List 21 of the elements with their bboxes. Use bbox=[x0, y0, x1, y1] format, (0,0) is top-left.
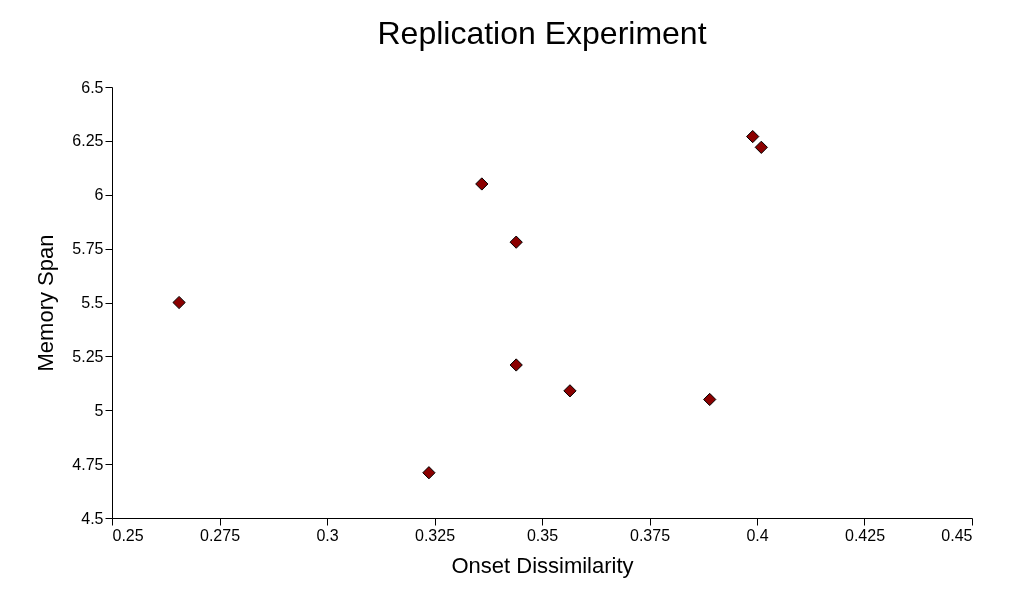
y-tick-label: 6.25 bbox=[72, 132, 104, 150]
y-tick-label: 5.75 bbox=[72, 240, 104, 258]
x-axis-title: Onset Dissimilarity bbox=[451, 552, 634, 578]
chart-title: Replication Experiment bbox=[377, 15, 707, 51]
x-tick-label: 0.3 bbox=[316, 526, 339, 544]
y-tick-label: 6 bbox=[94, 186, 104, 204]
x-tick-label: 0.425 bbox=[844, 526, 886, 544]
y-tick-label: 5 bbox=[94, 401, 104, 419]
x-tick-label: 0.45 bbox=[941, 526, 973, 544]
y-tick-label: 4.5 bbox=[81, 509, 104, 527]
x-tick-label: 0.25 bbox=[112, 526, 144, 544]
y-tick-label: 6.5 bbox=[81, 78, 104, 96]
y-tick-label: 4.75 bbox=[72, 455, 104, 473]
x-tick-label: 0.325 bbox=[414, 526, 456, 544]
x-tick-label: 0.35 bbox=[526, 526, 559, 544]
x-tick-label: 0.375 bbox=[629, 526, 671, 544]
x-tick-label: 0.4 bbox=[746, 526, 769, 544]
y-axis-title: Memory Span bbox=[33, 234, 59, 372]
y-tick-label: 5.5 bbox=[81, 294, 104, 311]
x-tick-label: 0.275 bbox=[199, 526, 241, 544]
y-tick-label: 5.25 bbox=[72, 347, 104, 365]
